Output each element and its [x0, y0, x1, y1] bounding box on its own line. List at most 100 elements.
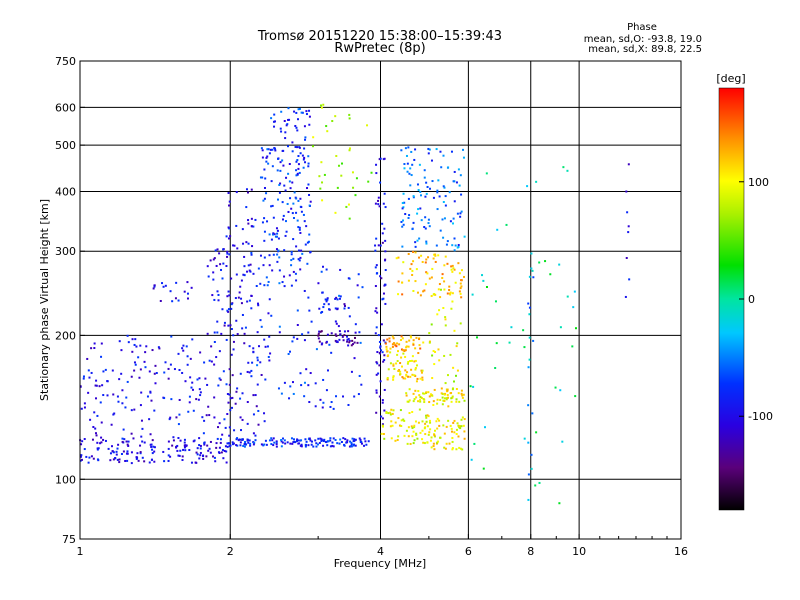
data-point	[418, 256, 421, 259]
data-point	[304, 445, 307, 448]
data-point	[167, 440, 170, 443]
data-point	[250, 251, 253, 254]
data-point	[242, 273, 245, 276]
data-point	[253, 441, 256, 444]
data-point	[321, 342, 324, 345]
data-point	[357, 393, 360, 396]
data-point	[336, 186, 339, 189]
data-point	[328, 308, 331, 311]
data-point	[167, 367, 170, 370]
data-point	[315, 445, 318, 448]
data-point	[228, 393, 231, 396]
data-point	[280, 440, 283, 443]
data-point	[345, 441, 348, 444]
data-point	[301, 111, 304, 114]
data-point	[409, 167, 412, 170]
data-point	[301, 252, 304, 255]
data-point	[456, 246, 459, 249]
data-point	[381, 232, 384, 235]
data-point	[261, 176, 264, 179]
data-point	[358, 437, 361, 440]
data-point	[400, 149, 403, 152]
data-point	[416, 291, 419, 294]
data-point	[407, 146, 410, 149]
data-point	[134, 338, 137, 341]
data-point	[177, 352, 180, 355]
data-point	[392, 363, 395, 366]
x-tick-label: 16	[674, 545, 688, 558]
data-point	[438, 419, 441, 422]
data-point	[334, 438, 337, 441]
data-point	[252, 272, 255, 275]
data-point	[452, 380, 455, 383]
colorbar-tick-label: 0	[748, 293, 755, 306]
data-point	[559, 326, 562, 329]
data-point	[326, 444, 329, 447]
data-point	[290, 259, 293, 262]
data-point	[191, 388, 194, 391]
data-point	[314, 439, 317, 442]
data-point	[230, 328, 233, 331]
data-point	[397, 369, 400, 372]
data-point	[307, 165, 310, 168]
data-point	[395, 362, 398, 365]
data-point	[298, 226, 301, 229]
data-point	[470, 458, 473, 461]
data-point	[455, 448, 458, 451]
data-point	[450, 307, 453, 310]
data-point	[457, 168, 460, 171]
data-point	[412, 221, 415, 224]
data-point	[527, 366, 530, 369]
data-point	[235, 438, 238, 441]
data-point	[460, 418, 463, 421]
data-point	[270, 314, 273, 317]
data-point	[445, 243, 448, 246]
data-point	[404, 377, 407, 380]
data-point	[317, 437, 320, 440]
data-point	[391, 335, 394, 338]
data-point	[427, 415, 430, 418]
x-tick-label: 8	[527, 545, 534, 558]
data-point	[213, 298, 216, 301]
data-point	[402, 349, 405, 352]
data-point	[299, 268, 302, 271]
data-point	[241, 418, 244, 421]
data-point	[481, 274, 484, 277]
data-point	[153, 460, 156, 463]
data-point	[232, 244, 235, 247]
data-point	[185, 345, 188, 348]
data-point	[461, 394, 464, 397]
data-point	[100, 436, 103, 439]
data-point	[296, 219, 299, 222]
data-point	[247, 441, 250, 444]
data-point	[303, 156, 306, 159]
data-point	[131, 350, 134, 353]
data-point	[383, 192, 386, 195]
data-point	[324, 440, 327, 443]
data-point	[432, 350, 435, 353]
data-point	[435, 148, 438, 151]
data-point	[429, 439, 432, 442]
data-point	[352, 343, 355, 346]
data-point	[406, 442, 409, 445]
data-point	[356, 341, 359, 344]
data-point	[348, 341, 351, 344]
data-point	[414, 368, 417, 371]
data-point	[438, 424, 441, 427]
data-point	[452, 217, 455, 220]
data-point	[263, 217, 266, 220]
data-point	[435, 244, 438, 247]
data-point	[485, 172, 488, 175]
data-point	[226, 413, 229, 416]
data-point	[385, 348, 388, 351]
data-point	[407, 360, 410, 363]
data-point	[133, 361, 136, 364]
data-point	[118, 378, 121, 381]
data-point	[267, 355, 270, 358]
data-point	[86, 357, 89, 360]
data-point	[170, 398, 173, 401]
data-point	[259, 176, 262, 179]
data-point	[404, 349, 407, 352]
data-point	[164, 361, 167, 364]
data-point	[307, 240, 310, 243]
